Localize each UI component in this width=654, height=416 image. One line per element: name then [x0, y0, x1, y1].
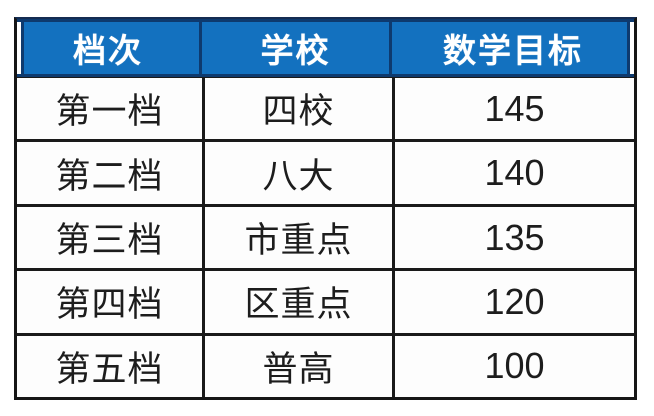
table-row: 第二档 八大 140: [17, 139, 634, 204]
table-header-row: 档次 学校 数学目标: [17, 19, 634, 77]
tier-cell: 第二档: [17, 142, 202, 204]
school-cell: 普高: [202, 335, 392, 398]
school-cell: 区重点: [202, 271, 392, 333]
table-row: 第四档 区重点 120: [17, 268, 634, 333]
column-header-tier: 档次: [17, 19, 202, 77]
table-row: 第五档 普高 100: [17, 332, 634, 398]
school-cell: 八大: [202, 142, 392, 204]
math-target-cell: 100: [392, 335, 634, 398]
school-cell: 四校: [202, 78, 392, 140]
math-target-cell: 135: [392, 206, 634, 269]
tier-cell: 第四档: [17, 271, 202, 333]
school-tier-score-table: 档次 学校 数学目标 第一档 四校 145 第二档 八大 140 第三档 市重点…: [14, 17, 637, 400]
math-target-cell: 140: [392, 142, 634, 204]
table-row: 第三档 市重点 135: [17, 203, 634, 269]
math-target-cell: 120: [392, 271, 634, 333]
math-target-cell: 145: [392, 78, 634, 140]
column-header-school: 学校: [202, 19, 392, 77]
column-header-math-target: 数学目标: [392, 19, 634, 77]
tier-cell: 第一档: [17, 78, 202, 140]
tier-cell: 第五档: [17, 335, 202, 398]
school-cell: 市重点: [202, 206, 392, 269]
table-body: 第一档 四校 145 第二档 八大 140 第三档 市重点 135 第四档 区重…: [17, 77, 634, 398]
table-row: 第一档 四校 145: [17, 77, 634, 140]
tier-cell: 第三档: [17, 206, 202, 269]
